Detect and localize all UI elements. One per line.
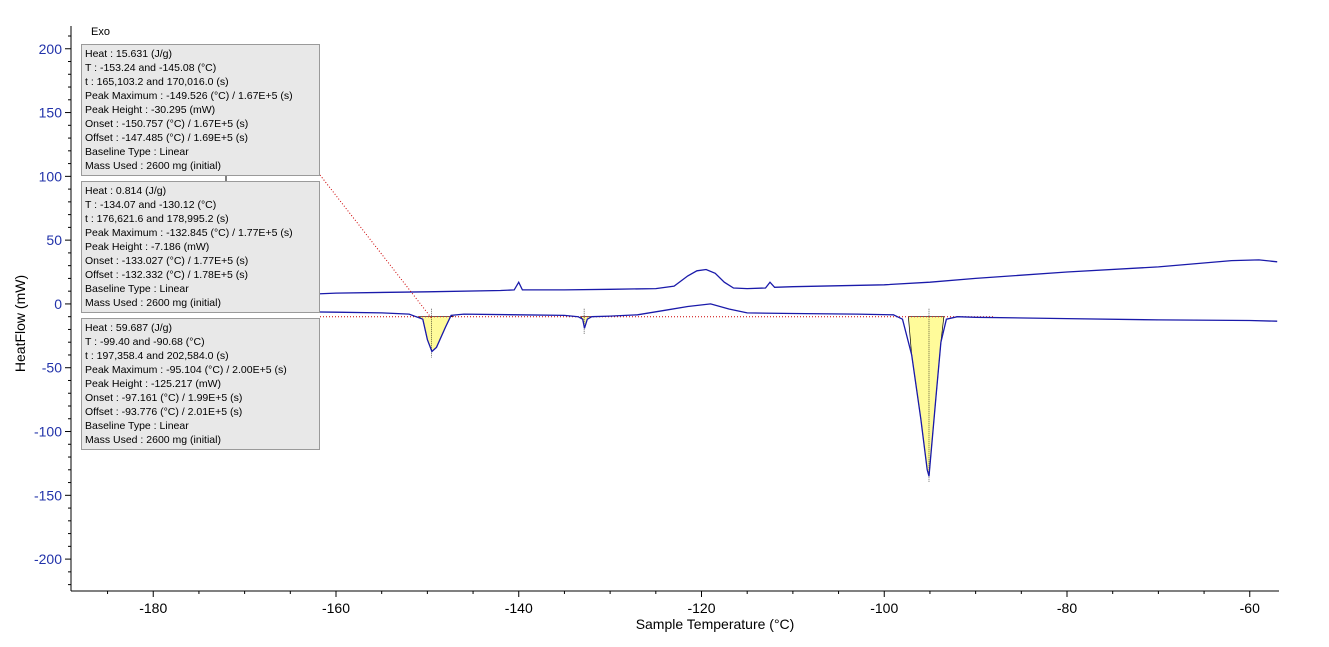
annotation-leaders <box>225 174 433 319</box>
offset-line: Offset : -132.332 (°C) / 1.78E+5 (s) <box>85 269 249 281</box>
y-tick-label: 0 <box>54 296 62 312</box>
y-tick-label: 150 <box>39 105 63 121</box>
peak-info-box-1: Heat : 15.631 (J/g) T : -153.24 and -145… <box>81 44 320 176</box>
peak-fills <box>417 308 945 483</box>
x-tick-label: -160 <box>322 600 350 616</box>
y-axis-title: HeatFlow (mW) <box>12 275 28 372</box>
temperature-range-line: T : -153.24 and -145.08 (°C) <box>85 62 217 74</box>
curves-layer <box>290 259 1278 477</box>
peak-info-box-2: Heat : 0.814 (J/g) T : -134.07 and -130.… <box>81 181 320 313</box>
heatflow-curve-2 <box>290 303 1278 477</box>
onset-line: Onset : -97.161 (°C) / 1.99E+5 (s) <box>85 392 243 404</box>
temperature-range-line: T : -99.40 and -90.68 (°C) <box>85 336 205 348</box>
y-tick-label: 100 <box>39 168 63 184</box>
peak-maximum-line: Peak Maximum : -132.845 (°C) / 1.77E+5 (… <box>85 227 293 239</box>
heat-line: Heat : 15.631 (J/g) <box>85 48 172 60</box>
peak-height-line: Peak Height : -30.295 (mW) <box>85 104 216 116</box>
heat-line: Heat : 59.687 (J/g) <box>85 322 172 334</box>
x-tick-label: -120 <box>687 600 715 616</box>
peak-height-line: Peak Height : -125.217 (mW) <box>85 378 221 390</box>
x-tick-label: -60 <box>1240 600 1260 616</box>
time-range-line: t : 165,103.2 and 170,016.0 (s) <box>85 76 229 88</box>
y-tick-label: -200 <box>34 551 62 567</box>
y-tick-label: -150 <box>34 487 62 503</box>
peak-info-box-3: Heat : 59.687 (J/g) T : -99.40 and -90.6… <box>81 318 320 450</box>
peak-maximum-line: Peak Maximum : -149.526 (°C) / 1.67E+5 (… <box>85 90 293 102</box>
y-tick-label: 50 <box>46 232 62 248</box>
x-tick-label: -100 <box>870 600 898 616</box>
offset-line: Offset : -147.485 (°C) / 1.69E+5 (s) <box>85 132 249 144</box>
y-tick-label: -50 <box>42 360 62 376</box>
onset-line: Onset : -133.027 (°C) / 1.77E+5 (s) <box>85 255 249 267</box>
x-tick-label: -80 <box>1057 600 1077 616</box>
baseline-type-line: Baseline Type : Linear <box>85 146 189 158</box>
mass-used-line: Mass Used : 2600 mg (initial) <box>85 160 221 172</box>
heatflow-curve-1 <box>290 259 1278 296</box>
axes: 200 150 100 50 0 -50 -100 -150 -200 -180 -160 -140 -… <box>34 26 1279 616</box>
mass-used-line: Mass Used : 2600 mg (initial) <box>85 434 221 446</box>
baseline-type-line: Baseline Type : Linear <box>85 420 189 432</box>
time-range-line: t : 176,621.6 and 178,995.2 (s) <box>85 213 229 225</box>
x-tick-label: -140 <box>505 600 533 616</box>
exo-label: Exo <box>91 26 110 38</box>
heat-line: Heat : 0.814 (J/g) <box>85 185 167 197</box>
baseline-type-line: Baseline Type : Linear <box>85 283 189 295</box>
time-range-line: t : 197,358.4 and 202,584.0 (s) <box>85 350 229 362</box>
x-tick-label: -180 <box>139 600 167 616</box>
peak-fill-3 <box>907 316 945 477</box>
onset-line: Onset : -150.757 (°C) / 1.67E+5 (s) <box>85 118 249 130</box>
annotation-leader-1 <box>319 174 433 319</box>
mass-used-line: Mass Used : 2600 mg (initial) <box>85 297 221 309</box>
y-tick-label: 200 <box>39 41 63 57</box>
offset-line: Offset : -93.776 (°C) / 2.01E+5 (s) <box>85 406 243 418</box>
y-tick-label: -100 <box>34 424 62 440</box>
peak-maximum-line: Peak Maximum : -95.104 (°C) / 2.00E+5 (s… <box>85 364 287 376</box>
peak-height-line: Peak Height : -7.186 (mW) <box>85 241 210 253</box>
temperature-range-line: T : -134.07 and -130.12 (°C) <box>85 199 217 211</box>
x-axis-title: Sample Temperature (°C) <box>636 616 795 632</box>
